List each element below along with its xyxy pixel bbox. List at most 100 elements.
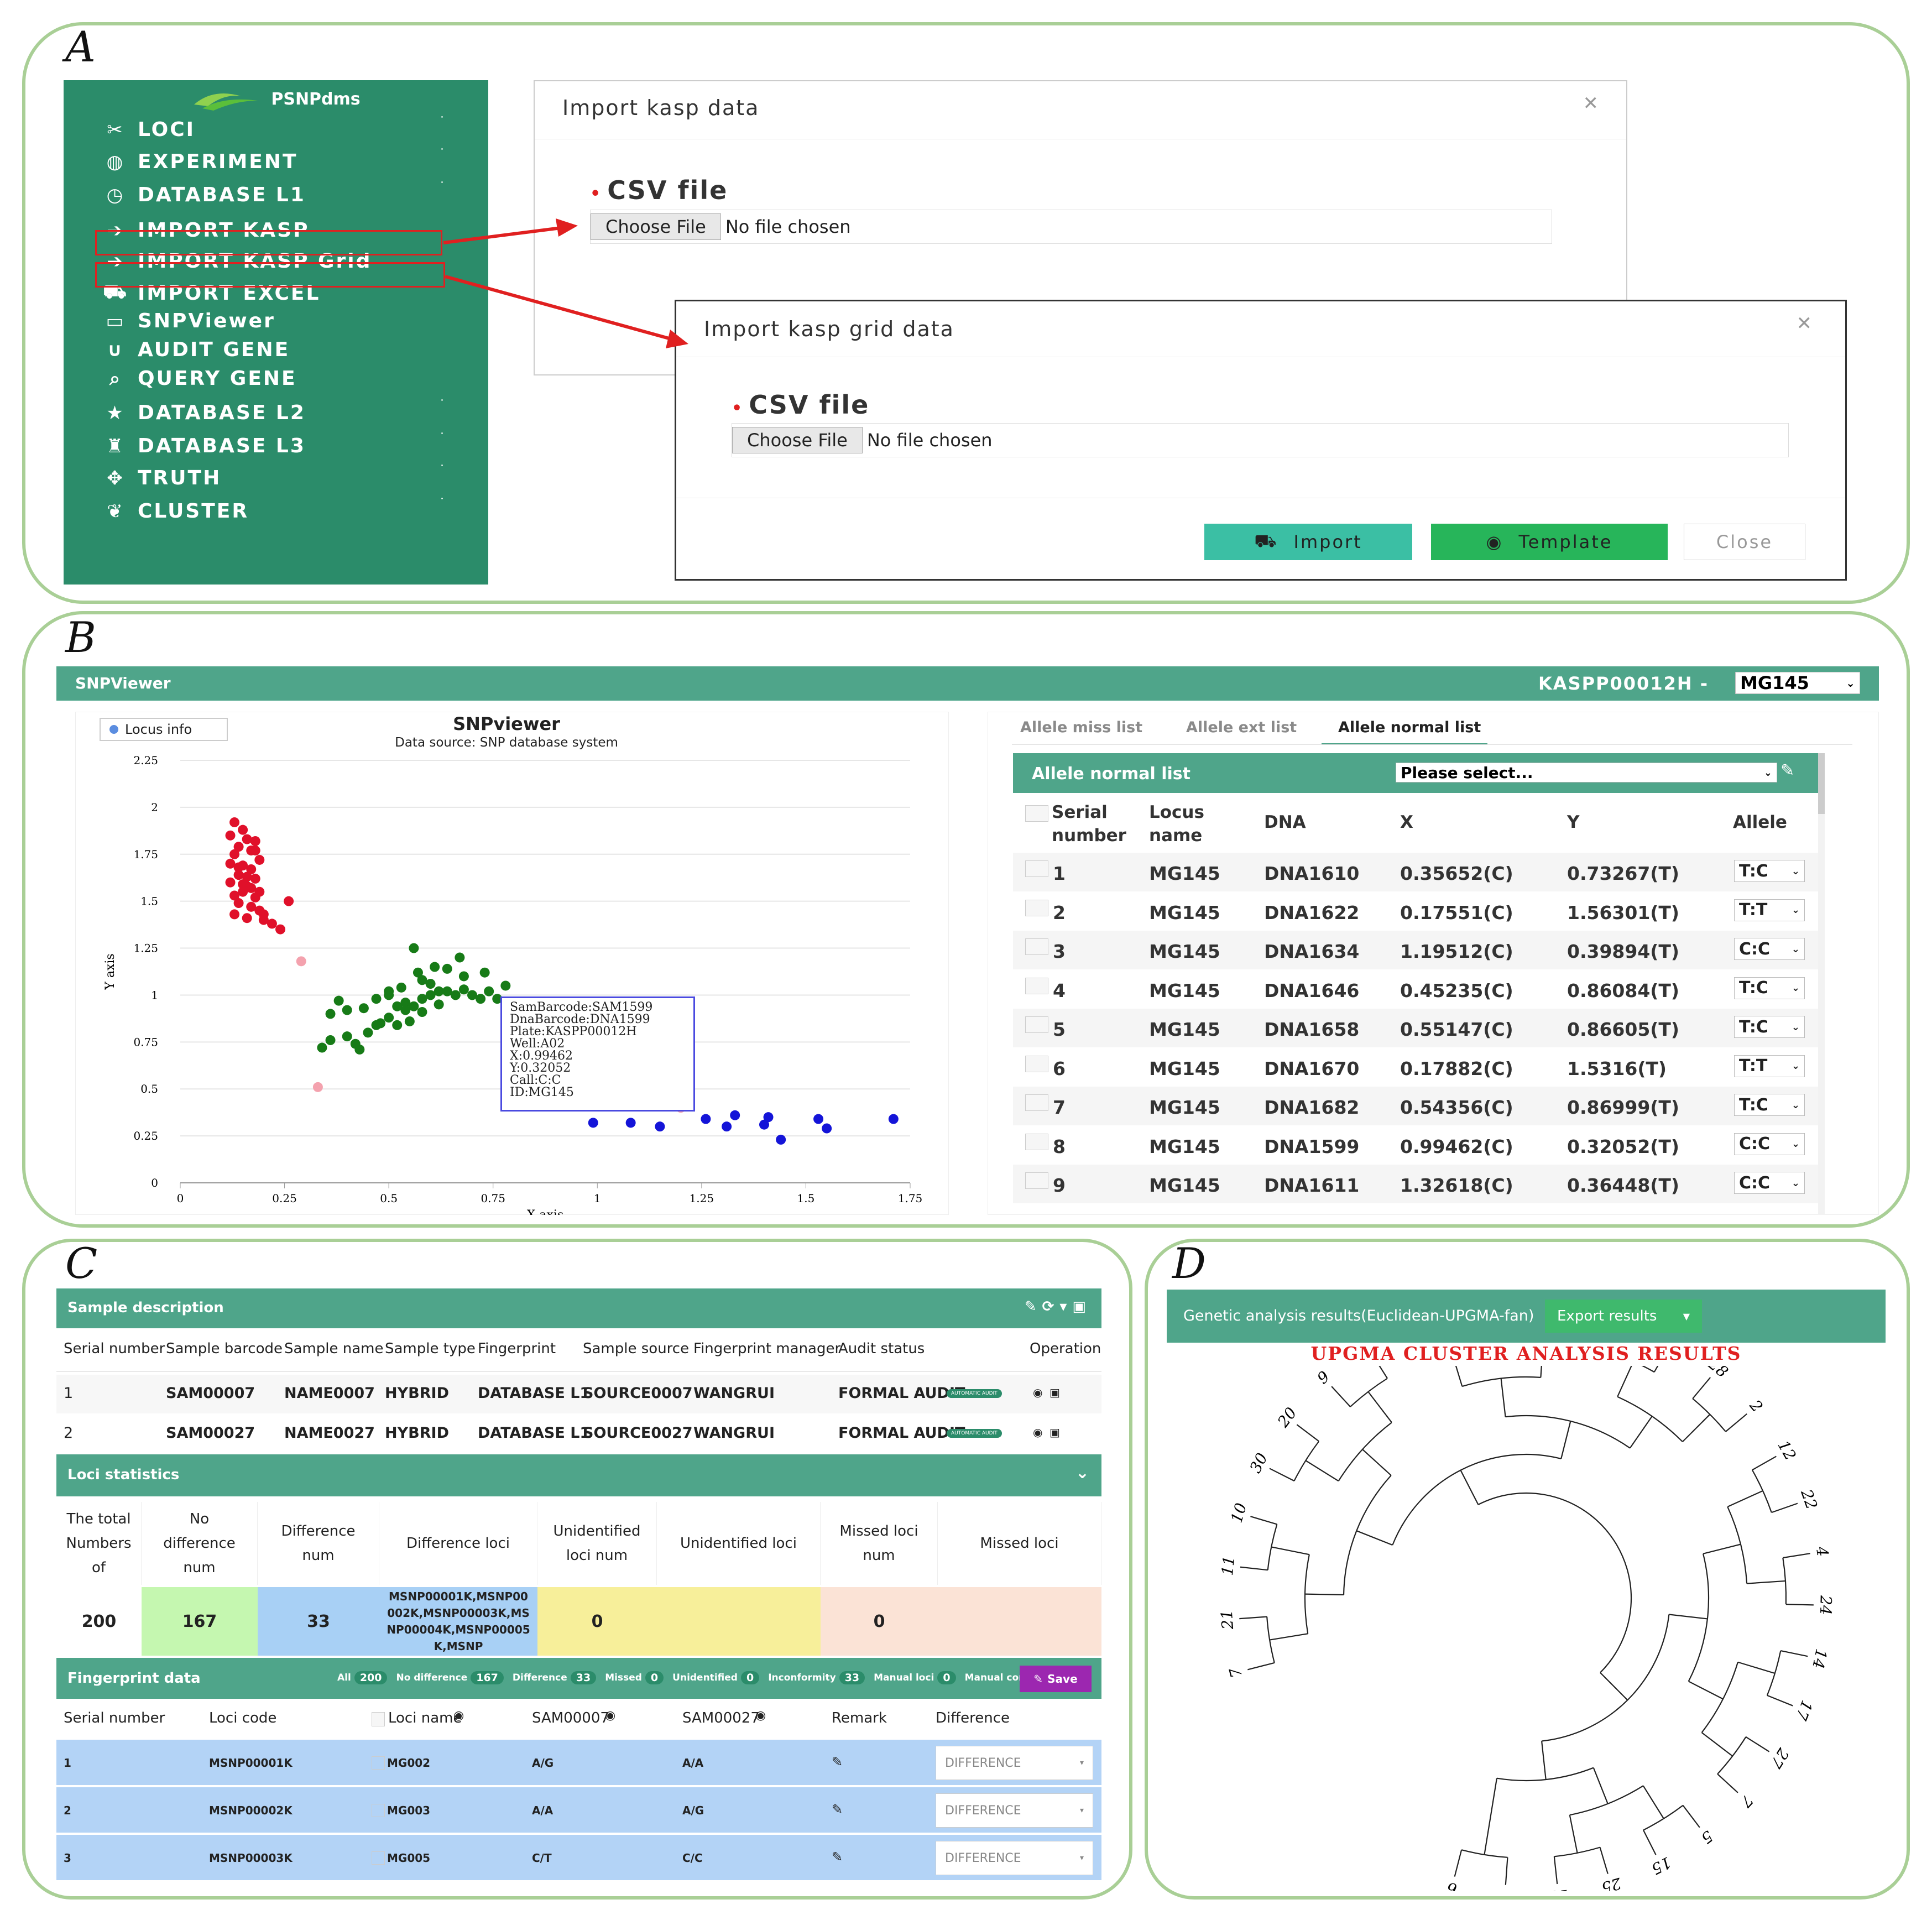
sidebar-item-loci[interactable]: ✂ LOCI ˙ — [102, 115, 445, 141]
data-point[interactable] — [242, 834, 252, 844]
data-point[interactable] — [225, 830, 236, 841]
data-point[interactable] — [246, 901, 257, 912]
data-point[interactable] — [479, 967, 490, 978]
sidebar-item-import-kasp-grid[interactable]: ➔ IMPORT KASP Grid — [102, 250, 372, 273]
close-button[interactable]: Close — [1684, 524, 1805, 560]
allele-select[interactable]: C:C ⌄ — [1734, 938, 1805, 960]
save-button[interactable]: ✎ Save — [1020, 1666, 1092, 1692]
allele-select[interactable]: T:C ⌄ — [1734, 1094, 1805, 1116]
eye-icon[interactable]: ◉ — [755, 1709, 766, 1723]
row-checkbox[interactable] — [1025, 860, 1048, 877]
filter-chip[interactable]: All 200 — [337, 1671, 388, 1684]
sidebar-item-cluster[interactable]: ❦ CLUSTER ˙ — [102, 497, 445, 523]
view-icon[interactable]: ◉ — [1033, 1386, 1043, 1399]
data-point[interactable] — [225, 877, 236, 888]
data-point[interactable] — [417, 975, 427, 985]
row-checkbox[interactable] — [1025, 1094, 1048, 1111]
filter-chip[interactable]: Inconformity 33 — [768, 1671, 865, 1684]
data-point[interactable] — [312, 1082, 323, 1092]
difference-select[interactable]: DIFFERENCE ▾ — [936, 1841, 1093, 1875]
data-point[interactable] — [371, 994, 382, 1004]
data-point[interactable] — [233, 898, 244, 909]
filter-chip[interactable]: Manual loci 0 — [874, 1671, 956, 1684]
data-point[interactable] — [655, 1121, 665, 1132]
close-icon[interactable]: ✕ — [1796, 312, 1813, 335]
data-point[interactable] — [458, 984, 469, 995]
data-point[interactable] — [358, 1003, 369, 1014]
data-point[interactable] — [242, 872, 252, 882]
data-point[interactable] — [354, 1044, 365, 1055]
image-icon[interactable]: ▣ — [1049, 1386, 1060, 1399]
data-point[interactable] — [450, 990, 461, 1000]
row-checkbox[interactable] — [1025, 1055, 1048, 1072]
import-button[interactable]: ⛟ Import — [1204, 524, 1412, 560]
filter-chip[interactable]: Difference 33 — [513, 1671, 597, 1684]
choose-file-button[interactable]: Choose File — [732, 427, 863, 453]
row-checkbox[interactable] — [372, 1851, 385, 1865]
data-point[interactable] — [434, 999, 444, 1010]
view-icon[interactable]: ◉ — [1033, 1426, 1043, 1439]
data-point[interactable] — [412, 967, 423, 978]
data-point[interactable] — [342, 1005, 352, 1015]
data-point[interactable] — [417, 1007, 427, 1017]
data-point[interactable] — [888, 1114, 899, 1124]
data-point[interactable] — [455, 952, 465, 963]
data-point[interactable] — [238, 886, 248, 897]
data-point[interactable] — [254, 854, 265, 865]
allele-select[interactable]: C:C ⌄ — [1734, 1133, 1805, 1155]
data-point[interactable] — [233, 870, 244, 880]
choose-file-button[interactable]: Choose File — [591, 213, 721, 240]
data-point[interactable] — [317, 1042, 327, 1053]
toolbar-icons[interactable]: ✎⟳▾▣ — [1024, 1298, 1092, 1315]
edit-remark-icon[interactable]: ✎ — [832, 1849, 843, 1865]
data-point[interactable] — [258, 909, 269, 920]
data-point[interactable] — [363, 1027, 373, 1038]
allele-select[interactable]: T:T ⌄ — [1734, 1055, 1805, 1077]
chevron-down-icon[interactable]: ⌄ — [1075, 1463, 1089, 1483]
select-all-checkbox[interactable] — [1025, 805, 1048, 822]
data-point[interactable] — [342, 1031, 352, 1042]
data-point[interactable] — [625, 1118, 636, 1128]
data-point[interactable] — [238, 825, 248, 835]
data-point[interactable] — [434, 986, 444, 996]
data-point[interactable] — [233, 862, 244, 873]
data-point[interactable] — [250, 845, 260, 855]
allele-select[interactable]: T:C ⌄ — [1734, 1016, 1805, 1038]
data-point[interactable] — [730, 1110, 740, 1120]
row-checkbox[interactable] — [1025, 938, 1048, 955]
file-input[interactable]: Choose File No file chosen — [732, 423, 1789, 457]
difference-select[interactable]: DIFFERENCE ▾ — [936, 1793, 1093, 1828]
sidebar-item-import-excel[interactable]: ⛟ IMPORT EXCEL — [102, 281, 320, 306]
data-point[interactable] — [246, 864, 257, 874]
data-point[interactable] — [425, 979, 436, 989]
data-point[interactable] — [442, 963, 452, 974]
data-point[interactable] — [392, 1020, 403, 1030]
tab-allele-miss-list[interactable]: Allele miss list — [1020, 719, 1143, 736]
data-point[interactable] — [246, 883, 257, 893]
data-point[interactable] — [759, 1119, 769, 1130]
data-point[interactable] — [325, 1009, 336, 1019]
filter-chip[interactable]: Missed 0 — [605, 1671, 664, 1684]
marker-select[interactable]: MG145 ⌄ — [1735, 672, 1860, 694]
data-point[interactable] — [296, 956, 306, 967]
data-point[interactable] — [242, 913, 252, 923]
row-checkbox[interactable] — [1025, 977, 1048, 994]
sidebar-item-snpviewer[interactable]: ▭ SNPViewer — [102, 310, 275, 332]
scrollbar[interactable] — [1818, 753, 1825, 1215]
data-point[interactable] — [722, 1121, 732, 1132]
data-point[interactable] — [442, 986, 452, 996]
data-point[interactable] — [325, 1035, 336, 1045]
allele-select[interactable]: T:C ⌄ — [1734, 860, 1805, 882]
sidebar-item-truth[interactable]: ✥ TRUTH ˙ — [102, 463, 445, 489]
data-point[interactable] — [384, 1013, 394, 1023]
data-point[interactable] — [400, 998, 411, 1008]
data-point[interactable] — [404, 1016, 415, 1026]
template-button[interactable]: ◉ Template — [1431, 524, 1668, 560]
data-point[interactable] — [238, 879, 248, 890]
data-point[interactable] — [250, 836, 260, 847]
data-point[interactable] — [333, 995, 344, 1006]
sidebar-item-audit-gene[interactable]: ∪ AUDIT GENE — [102, 338, 290, 361]
row-checkbox[interactable] — [372, 1756, 385, 1770]
filter-chip[interactable]: Unidentified 0 — [672, 1671, 760, 1684]
data-point[interactable] — [425, 990, 436, 1000]
